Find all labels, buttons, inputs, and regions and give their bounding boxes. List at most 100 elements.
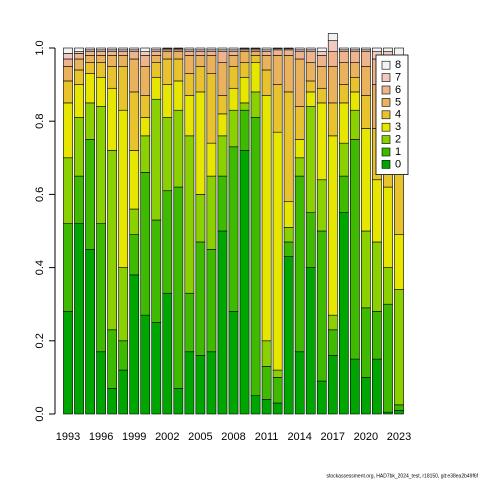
- legend-label: 8: [395, 59, 401, 71]
- bar-segment: [74, 175, 84, 224]
- bar-segment: [228, 311, 239, 415]
- bar-segment: [217, 230, 228, 415]
- bar-segment: [294, 58, 305, 107]
- bar-segment: [361, 51, 371, 67]
- x-tick-label: 2011: [255, 431, 279, 443]
- bar-segment: [228, 66, 239, 89]
- x-tick-label: 2023: [387, 431, 411, 443]
- bar-segment: [361, 377, 371, 415]
- bar-segment: [272, 369, 283, 378]
- bar-segment: [250, 91, 261, 118]
- bar-segment: [383, 303, 393, 413]
- bar-segment: [383, 186, 393, 268]
- bar-segment: [338, 102, 349, 144]
- bar-segment: [184, 351, 195, 415]
- bar-segment: [85, 249, 95, 415]
- bar-segment: [316, 87, 327, 104]
- bar-segment: [338, 51, 349, 63]
- bar-segment: [195, 66, 206, 93]
- bar-segment: [118, 369, 129, 415]
- bar-segment: [305, 212, 316, 268]
- bar-segment: [195, 55, 206, 67]
- bar-segment: [63, 58, 73, 67]
- bar-segment: [294, 139, 305, 159]
- bar-segment: [261, 55, 272, 71]
- y-tick-label: 0.4: [34, 260, 46, 275]
- bar-segment: [107, 47, 118, 51]
- bar-segment: [349, 358, 360, 415]
- bar-segment: [162, 84, 173, 118]
- bar-segment: [250, 62, 261, 93]
- bar-segment: [129, 234, 140, 276]
- bar-segment: [63, 223, 73, 312]
- bar-segment: [239, 76, 250, 104]
- bar-segment: [228, 47, 239, 51]
- bar-segment: [96, 351, 106, 415]
- bar-segment: [294, 106, 305, 140]
- bar-segment: [316, 179, 327, 232]
- bar-segment: [316, 47, 327, 52]
- bar-segment: [74, 223, 84, 415]
- bar-segment: [261, 366, 272, 400]
- legend-swatch: [381, 160, 391, 169]
- bar-segment: [140, 135, 151, 173]
- legend-box: [375, 54, 409, 175]
- bar-segment: [140, 314, 151, 415]
- bar-segment: [140, 55, 151, 67]
- bar-segment: [118, 267, 129, 342]
- bar-segment: [305, 106, 316, 213]
- y-tick-label: 1.0: [34, 40, 46, 55]
- bar-segment: [129, 150, 140, 210]
- bar-segment: [294, 157, 305, 177]
- bar-segment: [228, 51, 239, 56]
- bar-segment: [107, 87, 118, 151]
- bar-segment: [74, 69, 84, 85]
- bar-segment: [327, 314, 338, 331]
- bar-segment: [228, 87, 239, 111]
- bar-segment: [140, 117, 151, 137]
- bar-segment: [272, 402, 283, 415]
- bar-segment: [195, 241, 206, 356]
- bar-segment: [107, 329, 118, 389]
- bar-segment: [327, 51, 338, 67]
- bar-segment: [383, 267, 393, 305]
- bar-segment: [272, 131, 283, 371]
- bar-segment: [63, 80, 73, 104]
- bar-segment: [151, 98, 162, 221]
- bar-segment: [239, 150, 250, 415]
- bar-segment: [239, 47, 250, 50]
- bar-segment: [305, 267, 316, 415]
- bar-segment: [206, 47, 217, 51]
- bar-segment: [272, 55, 283, 85]
- bar-segment: [129, 47, 140, 51]
- bar-segment: [327, 66, 338, 104]
- bar-segment: [96, 47, 106, 51]
- bar-segment: [74, 47, 84, 52]
- bar-segment: [349, 109, 360, 140]
- bar-segment: [184, 47, 195, 51]
- bar-segment: [361, 66, 371, 96]
- legend-label: 5: [395, 96, 401, 108]
- bar-segment: [63, 47, 73, 54]
- bar-segment: [85, 73, 95, 104]
- bar-segment: [63, 66, 73, 82]
- bar-segment: [383, 47, 393, 52]
- bar-segment: [184, 292, 195, 353]
- bar-segment: [239, 51, 250, 63]
- bar-segment: [107, 150, 118, 331]
- bar-segment: [85, 55, 95, 63]
- bar-segment: [250, 55, 261, 63]
- legend-label: 3: [395, 121, 401, 133]
- legend-swatch: [381, 85, 391, 95]
- bar-segment: [316, 102, 327, 181]
- bar-segment: [239, 62, 250, 78]
- bar-segment: [151, 62, 162, 78]
- bar-segment: [96, 62, 106, 78]
- bar-segment: [140, 66, 151, 96]
- legend-swatch: [381, 98, 391, 107]
- bar-segment: [162, 47, 173, 50]
- bar-segment: [107, 388, 118, 415]
- bar-segment: [272, 49, 283, 56]
- bar-segment: [140, 51, 151, 56]
